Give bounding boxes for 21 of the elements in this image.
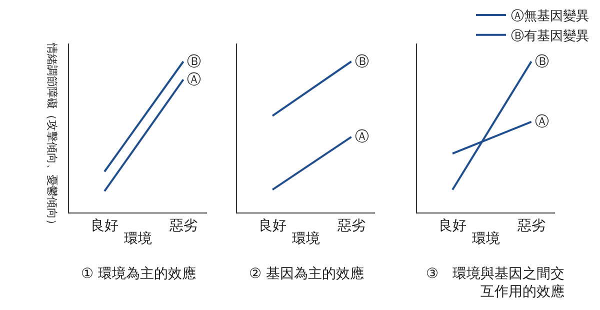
annotation: Ⓐ (535, 114, 549, 130)
legend-label: Ⓐ無基因變異 (511, 9, 589, 24)
x-tick-label: 惡劣 (168, 218, 198, 234)
x-tick-label: 良好 (438, 218, 466, 234)
text: ① 環境為主的效應 (81, 266, 196, 282)
annotation: Ⓑ (535, 54, 549, 70)
legend-label: Ⓑ有基因變異 (511, 28, 589, 44)
annotation: Ⓐ (355, 129, 369, 145)
x-tick-label: 惡劣 (516, 218, 546, 234)
annotation: Ⓑ (187, 54, 201, 70)
x-axis-title: 環境 (124, 231, 152, 247)
y-axis-title: 情緒調節障礙（攻擊傾向、憂鬱傾向） (46, 42, 59, 230)
x-tick-label: 良好 (90, 218, 118, 234)
x-tick-label: 惡劣 (336, 218, 366, 234)
text: ② 基因為主的效應 (249, 266, 364, 282)
x-axis-title: 環境 (292, 231, 320, 247)
text: ③ 環境與基因之間交互作用的效應 (426, 266, 565, 300)
annotation: Ⓑ (355, 54, 369, 70)
x-axis-title: 環境 (472, 231, 500, 247)
annotation: Ⓐ (187, 72, 201, 88)
x-tick-label: 良好 (258, 218, 286, 234)
